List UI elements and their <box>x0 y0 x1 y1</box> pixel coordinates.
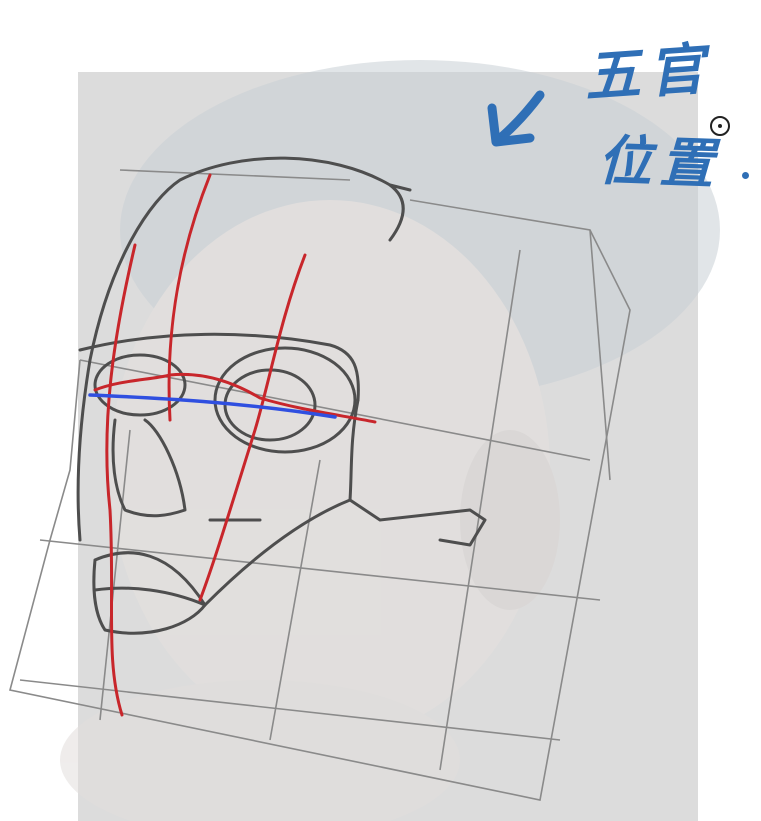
guide-line-2 <box>167 173 212 422</box>
down-left-arrow-icon <box>487 90 545 147</box>
head-structure <box>76 156 487 635</box>
red-guides <box>93 173 377 717</box>
neck-shape <box>60 680 460 821</box>
perspective-box <box>9 169 631 801</box>
brush-cursor-icon[interactable] <box>710 116 730 136</box>
center-line <box>105 243 137 717</box>
eye-line <box>88 393 337 419</box>
annotation-line-2: 位置 <box>596 127 723 197</box>
annotation-period <box>742 172 749 179</box>
annotation-line-1: 五官 <box>582 35 715 111</box>
guide-line-3 <box>198 253 307 602</box>
brow-line <box>93 372 377 424</box>
ear-shape <box>460 430 560 610</box>
